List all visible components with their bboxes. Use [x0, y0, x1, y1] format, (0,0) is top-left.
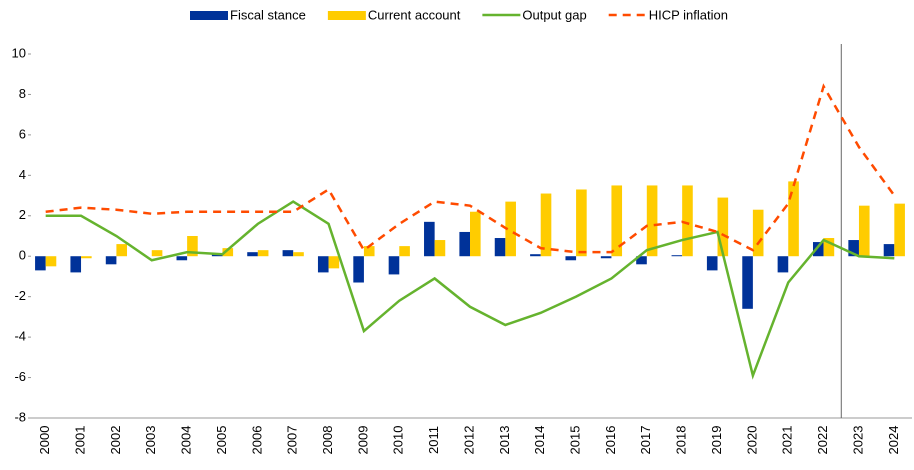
x-tick-label: 2017 [638, 426, 653, 455]
bar [742, 256, 753, 309]
bar [105, 256, 117, 265]
y-tick-label: -4 [14, 329, 26, 344]
x-tick-label: 2016 [603, 426, 618, 455]
legend-label: Fiscal stance [230, 7, 306, 22]
bar [399, 246, 410, 257]
x-tick-label: 2013 [497, 426, 512, 455]
y-tick-label: 4 [19, 167, 26, 182]
bar [883, 244, 895, 257]
y-tick-label: 6 [19, 126, 26, 141]
x-tick-label: 2021 [780, 426, 795, 455]
bar [328, 256, 340, 269]
bar [788, 181, 799, 257]
bar [717, 197, 729, 257]
bar [505, 201, 516, 257]
bar [470, 211, 481, 257]
y-tick-label: 10 [12, 45, 26, 60]
bar [459, 231, 470, 257]
x-tick-label: 2003 [143, 426, 158, 455]
y-tick-label: -2 [14, 288, 26, 303]
x-tick-label: 2009 [355, 426, 370, 455]
bar [848, 240, 859, 257]
bar [434, 240, 446, 257]
bar [646, 185, 658, 257]
bar [81, 256, 92, 259]
x-tick-label: 2006 [249, 426, 264, 455]
y-tick-label: 0 [19, 248, 26, 263]
bar [600, 256, 612, 259]
x-tick-label: 2015 [568, 426, 583, 455]
bar [257, 250, 269, 257]
y-tick-label: -8 [14, 409, 26, 424]
bar [565, 256, 577, 261]
bar [222, 248, 234, 257]
bar [812, 242, 824, 257]
bar [576, 189, 587, 257]
line [45, 200, 895, 380]
legend-swatch [327, 11, 366, 20]
bar [777, 256, 789, 273]
bar [70, 256, 82, 273]
legend-label: Current account [368, 7, 461, 22]
bar [247, 252, 258, 257]
legend-label: HICP inflation [649, 7, 728, 22]
bar [187, 236, 198, 257]
x-tick-label: 2008 [320, 426, 335, 455]
x-tick-label: 2012 [461, 426, 476, 455]
x-tick-label: 2019 [709, 426, 724, 455]
bar [424, 221, 435, 257]
x-tick-label: 2018 [674, 426, 689, 455]
legend-swatch [190, 11, 228, 20]
bar [317, 256, 329, 273]
bar [530, 254, 541, 257]
bar [116, 244, 128, 257]
bar [282, 250, 294, 257]
bar [363, 246, 375, 257]
x-tick-label: 2014 [532, 426, 547, 455]
x-tick-label: 2020 [744, 426, 759, 455]
y-tick-label: 2 [19, 207, 26, 222]
bar [211, 254, 223, 257]
bar [636, 256, 647, 265]
bar [682, 185, 693, 257]
bar [388, 256, 400, 275]
line [45, 83, 896, 254]
y-tick-label: -6 [14, 369, 26, 384]
x-tick-label: 2011 [426, 426, 441, 454]
bar [671, 255, 683, 257]
bar [151, 250, 163, 257]
x-tick-label: 2023 [850, 426, 865, 455]
x-tick-label: 2024 [886, 426, 901, 455]
bar [540, 193, 552, 257]
bar [752, 209, 764, 257]
bar [858, 205, 870, 257]
bar [176, 256, 188, 261]
bar [35, 256, 46, 271]
bar [894, 203, 905, 257]
x-tick-label: 2010 [391, 426, 406, 455]
x-tick-label: 2007 [285, 426, 300, 455]
bar [706, 256, 718, 271]
bar [353, 256, 364, 283]
bar [823, 238, 835, 257]
x-tick-label: 2001 [72, 426, 87, 455]
y-tick-label: 8 [19, 86, 26, 101]
bar [494, 238, 506, 257]
x-tick-label: 2000 [37, 426, 52, 455]
x-tick-label: 2002 [108, 426, 123, 455]
legend-label: Output gap [522, 7, 586, 22]
bar [611, 185, 623, 257]
x-tick-label: 2022 [815, 426, 830, 455]
x-tick-label: 2005 [214, 426, 229, 455]
bar [45, 256, 57, 267]
x-tick-label: 2004 [179, 426, 194, 455]
bar [293, 252, 304, 257]
